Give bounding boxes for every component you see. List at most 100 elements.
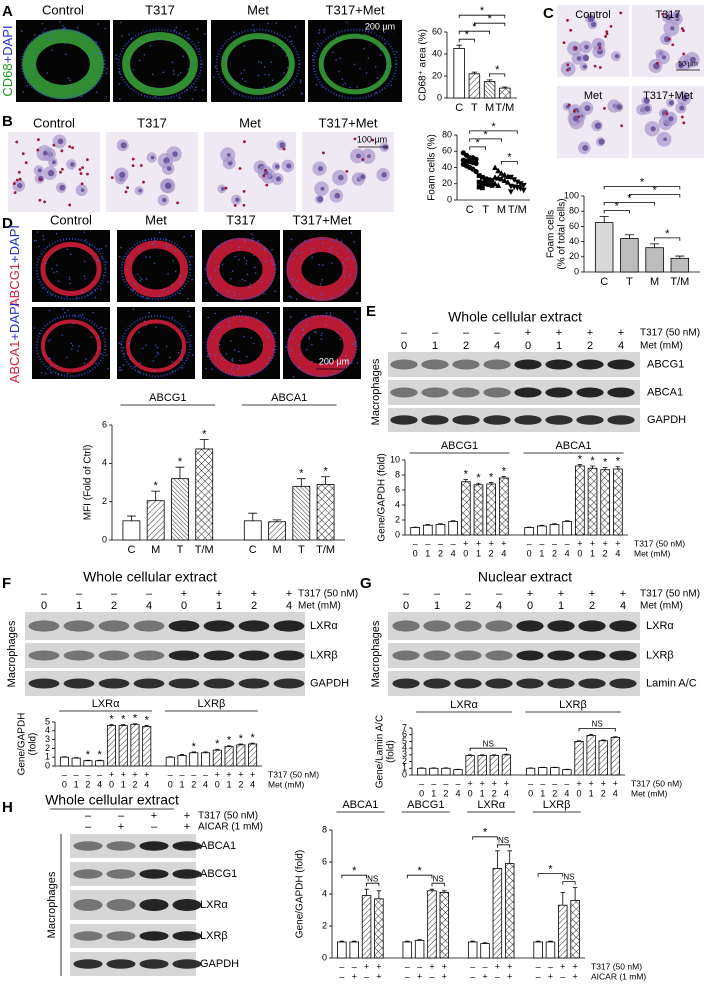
nucleus bbox=[212, 335, 215, 337]
y-tick-label: 1 bbox=[402, 763, 407, 773]
image-label: Control bbox=[42, 2, 84, 17]
comparison-bracket bbox=[458, 30, 491, 35]
nucleus bbox=[319, 293, 322, 295]
nucleus bbox=[298, 344, 300, 346]
nucleus bbox=[240, 72, 243, 74]
nucleus bbox=[106, 67, 108, 70]
nucleus bbox=[342, 336, 345, 339]
significance-label: * bbox=[616, 456, 621, 468]
treatment-tick: – bbox=[146, 588, 153, 600]
bar bbox=[498, 477, 509, 536]
blot-band bbox=[273, 650, 305, 661]
nucleus bbox=[83, 231, 86, 233]
bar bbox=[620, 238, 639, 273]
nucleus bbox=[328, 361, 330, 364]
nucleus bbox=[115, 54, 117, 56]
nucleus bbox=[194, 89, 196, 91]
x-row-tick: – bbox=[560, 971, 565, 981]
nucleus bbox=[31, 64, 34, 67]
nucleus bbox=[318, 263, 320, 266]
significance-label: * bbox=[192, 741, 197, 753]
nucleus bbox=[272, 86, 275, 89]
lipid bbox=[577, 115, 581, 119]
treatment-tick: + bbox=[216, 588, 222, 600]
bar bbox=[670, 257, 690, 273]
error-bar bbox=[588, 733, 594, 736]
nucleus bbox=[132, 289, 135, 291]
nucleus bbox=[70, 162, 75, 167]
nucleus bbox=[139, 248, 141, 251]
bar bbox=[292, 485, 311, 541]
nucleus bbox=[587, 15, 595, 22]
nucleus bbox=[312, 247, 315, 250]
nucleus bbox=[376, 77, 378, 79]
nucleus bbox=[90, 291, 93, 294]
error-bar bbox=[463, 479, 469, 482]
nucleus bbox=[119, 21, 122, 24]
blot-band bbox=[28, 620, 60, 632]
x-row-tick: + bbox=[615, 538, 620, 548]
nucleus bbox=[250, 336, 253, 339]
bar bbox=[550, 767, 560, 776]
blot-band bbox=[133, 678, 165, 689]
nucleus bbox=[218, 343, 221, 346]
significance-label: * bbox=[86, 749, 91, 761]
comparison-label: NS bbox=[367, 874, 378, 883]
nucleus bbox=[157, 353, 160, 356]
nucleus bbox=[121, 35, 123, 37]
x-row-tick: – bbox=[413, 538, 418, 548]
nucleus bbox=[336, 252, 338, 255]
nucleus bbox=[313, 52, 315, 54]
nucleus bbox=[143, 320, 146, 322]
blot-band bbox=[172, 841, 202, 851]
y-tick-label: 2 bbox=[395, 514, 400, 524]
lumen-edge bbox=[205, 314, 277, 378]
lipid bbox=[598, 66, 602, 69]
nucleus bbox=[172, 260, 174, 262]
nucleus bbox=[285, 55, 288, 57]
lipid bbox=[81, 166, 84, 170]
nucleus bbox=[271, 248, 273, 251]
nucleus bbox=[132, 69, 135, 71]
x-row-tick: + bbox=[577, 538, 582, 548]
nucleus bbox=[48, 357, 51, 359]
stain-part: +DAPI bbox=[0, 25, 15, 63]
nucleus bbox=[320, 186, 325, 191]
data-point bbox=[520, 182, 527, 189]
x-row-tick: – bbox=[352, 961, 357, 971]
x-row-tick: + bbox=[364, 961, 369, 971]
nucleus bbox=[47, 330, 49, 333]
nucleus bbox=[205, 282, 208, 284]
bar bbox=[600, 469, 611, 536]
nucleus bbox=[147, 297, 149, 300]
nucleus bbox=[233, 294, 236, 296]
error-bar bbox=[590, 465, 595, 469]
nucleus bbox=[70, 85, 73, 88]
y-tick-label: 10 bbox=[390, 454, 400, 464]
x-row-tick: – bbox=[528, 778, 533, 788]
x-row-tick: – bbox=[425, 538, 430, 548]
lipid bbox=[15, 140, 19, 144]
nucleus bbox=[254, 272, 257, 274]
nucleus bbox=[119, 98, 121, 100]
data-point bbox=[517, 186, 524, 192]
blot-band bbox=[168, 650, 200, 661]
y-tick-label: 3 bbox=[402, 749, 407, 759]
lipid bbox=[126, 186, 129, 189]
error-bar bbox=[226, 745, 232, 747]
nucleus bbox=[99, 52, 102, 55]
data-point bbox=[476, 179, 482, 185]
lumen-edge bbox=[120, 237, 192, 301]
nucleus bbox=[338, 70, 340, 73]
nucleus bbox=[38, 332, 41, 335]
comparison-label: * bbox=[417, 865, 422, 877]
nucleus bbox=[288, 35, 291, 38]
lipid bbox=[682, 121, 686, 125]
nucleus bbox=[354, 311, 356, 313]
nucleus bbox=[138, 331, 140, 333]
treatment-tick: 4 bbox=[286, 600, 292, 612]
significance-label: * bbox=[323, 466, 328, 478]
lipid bbox=[574, 46, 578, 50]
blot-band bbox=[392, 678, 420, 689]
